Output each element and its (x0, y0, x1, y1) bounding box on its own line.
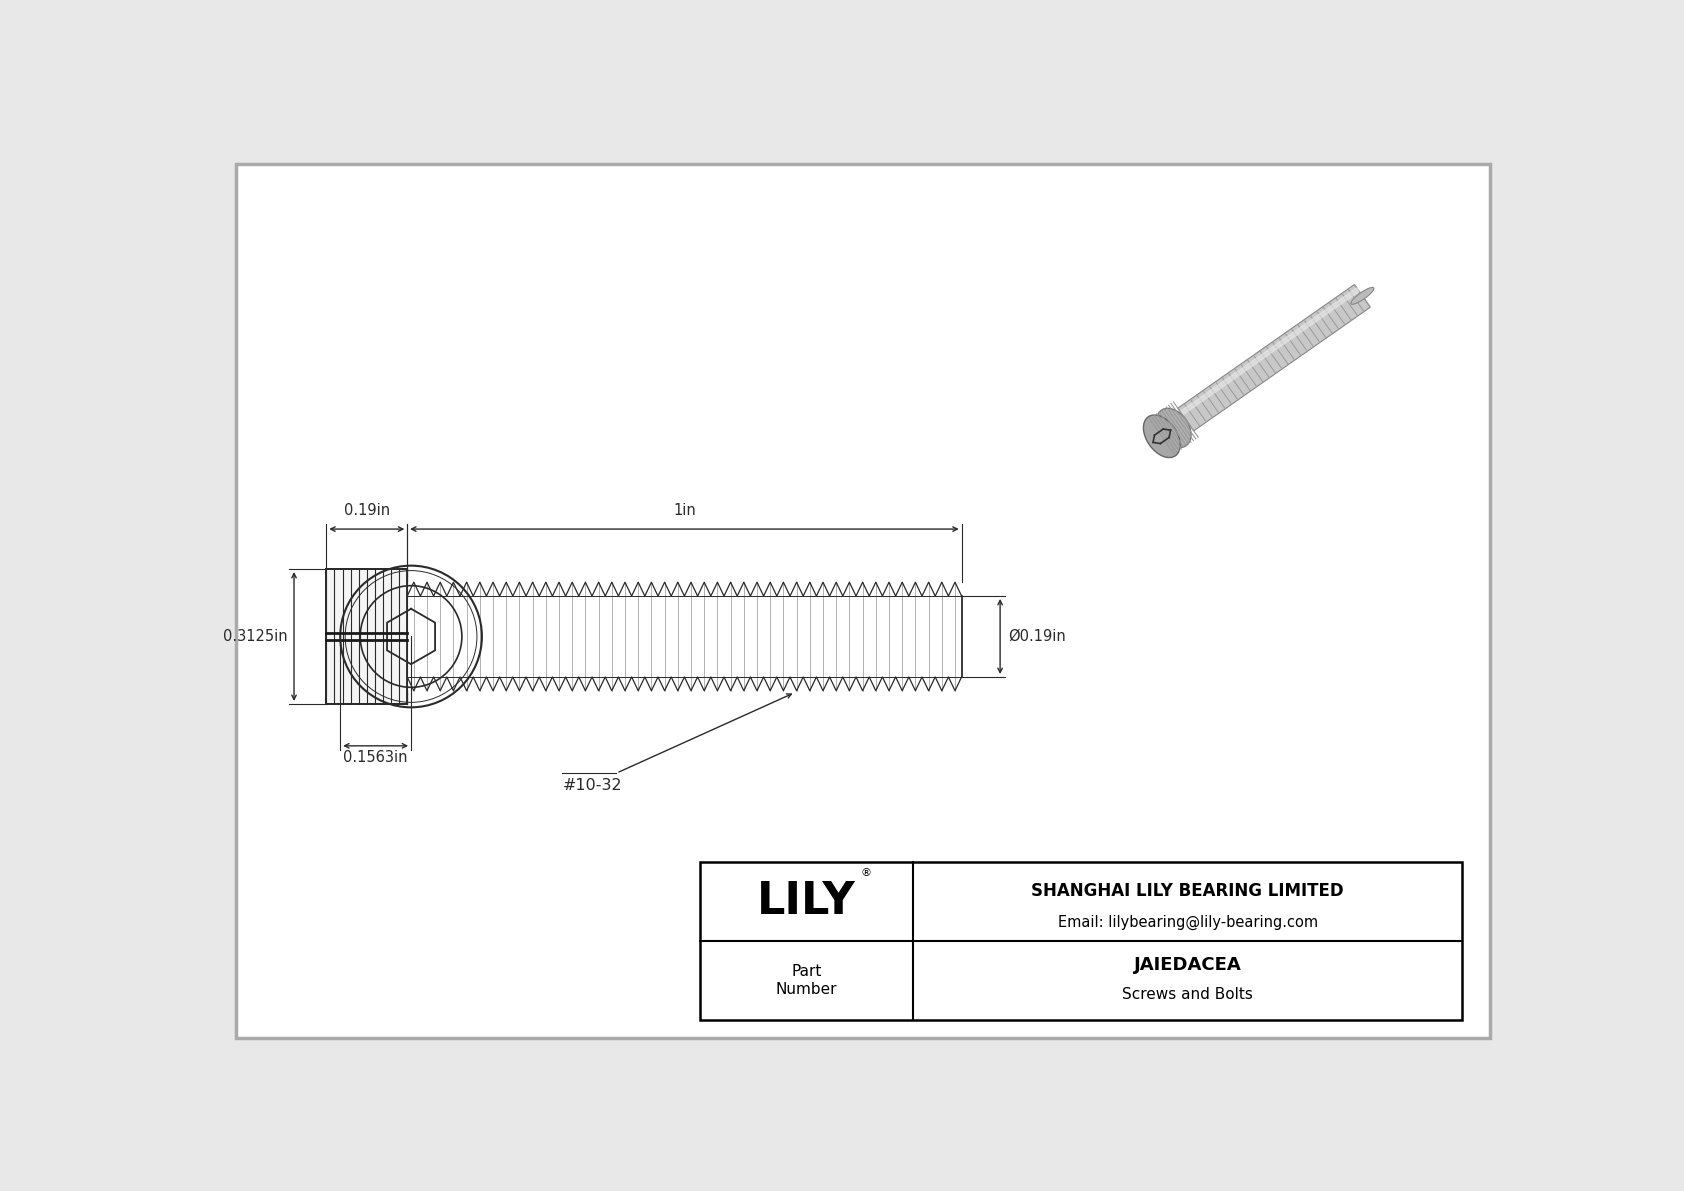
Text: Part
Number: Part Number (776, 965, 837, 997)
Polygon shape (1180, 288, 1359, 414)
Ellipse shape (1143, 414, 1180, 457)
Text: 0.1563in: 0.1563in (344, 749, 408, 765)
Text: 0.19in: 0.19in (344, 503, 391, 518)
Ellipse shape (1157, 409, 1191, 448)
Text: Ø0.19in: Ø0.19in (1007, 629, 1066, 644)
Text: #10-32: #10-32 (562, 778, 621, 793)
Text: LILY: LILY (758, 880, 855, 923)
Text: Screws and Bolts: Screws and Bolts (1122, 987, 1253, 1002)
Ellipse shape (1351, 287, 1374, 304)
Text: ®: ® (861, 868, 872, 878)
Polygon shape (1177, 285, 1371, 431)
Text: JAIEDACEA: JAIEDACEA (1133, 955, 1241, 974)
Bar (701, 862, 1462, 1019)
Bar (327, 569, 408, 704)
Text: Email: lilybearing@lily-bearing.com: Email: lilybearing@lily-bearing.com (1058, 915, 1319, 930)
Text: SHANGHAI LILY BEARING LIMITED: SHANGHAI LILY BEARING LIMITED (1031, 881, 1344, 899)
Text: 0.3125in: 0.3125in (224, 629, 288, 644)
Text: 1in: 1in (674, 503, 695, 518)
